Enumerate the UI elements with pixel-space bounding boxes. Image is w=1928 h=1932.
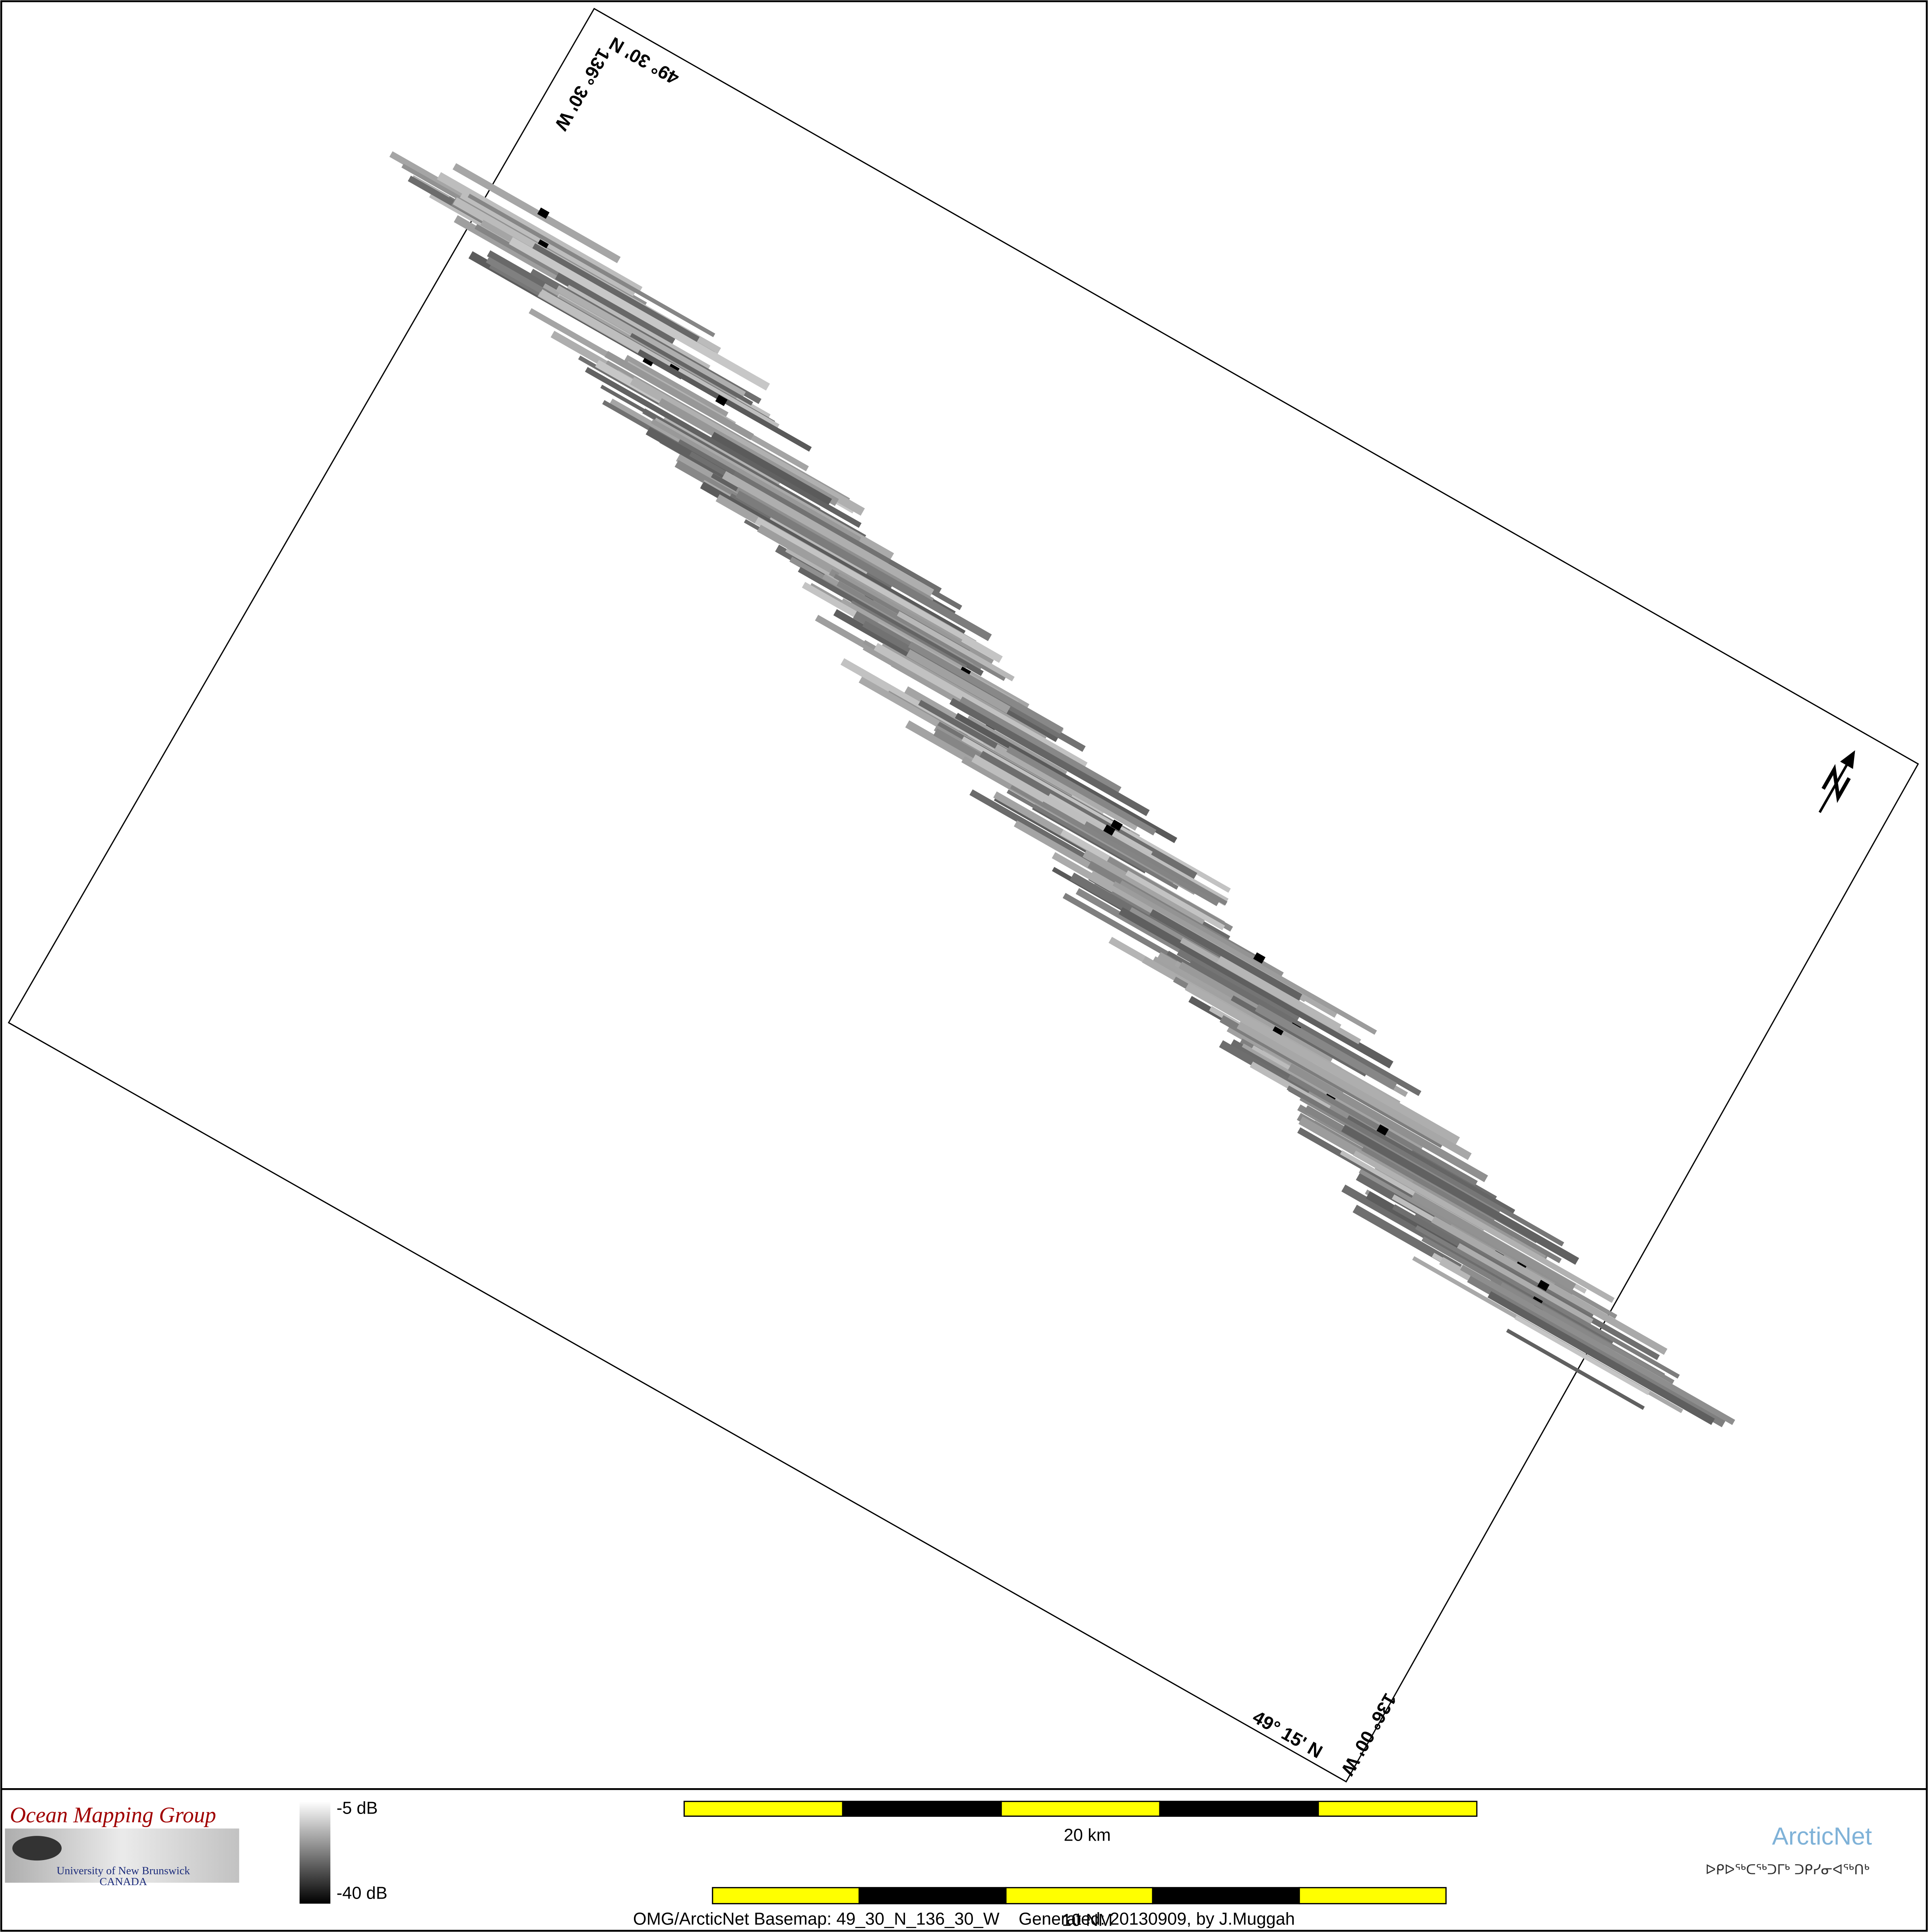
scale-label: 10 NM <box>1062 1911 1113 1930</box>
swath-stripe <box>949 698 1150 816</box>
swath-stripe <box>1236 1021 1472 1160</box>
swath-stripe <box>630 333 753 406</box>
swath-stripe <box>1456 1243 1594 1326</box>
backscatter-swath <box>389 151 1735 1427</box>
swath-stripe <box>605 351 754 440</box>
swath-stripe <box>624 355 729 419</box>
swath-stripe <box>994 744 1139 831</box>
swath-stripe <box>1460 1264 1735 1425</box>
swath-stripe <box>1361 1146 1562 1263</box>
swath-stripe <box>1119 880 1284 978</box>
scale-segment <box>1318 1800 1478 1817</box>
legend-label: -5 dB <box>337 1798 378 1818</box>
swath-stripe <box>1152 956 1333 1064</box>
swath-stripe <box>1084 821 1228 906</box>
scale-segment <box>683 1800 843 1817</box>
swath-stripe <box>1347 1115 1515 1214</box>
swath-stripe <box>1255 1004 1397 1090</box>
logo-university: University of New Brunswick <box>56 1864 190 1877</box>
swath-stripe <box>722 471 934 597</box>
footer-text: OMG/ArcticNet Basemap: 49_30_N_136_30_W … <box>633 1909 1295 1928</box>
swath-stripe <box>754 517 1003 663</box>
swath-stripe <box>959 696 1122 794</box>
swath-stripe <box>1082 850 1206 925</box>
swath-stripe <box>585 367 862 528</box>
scale-segment <box>1152 1887 1300 1905</box>
logo-image <box>12 1836 62 1861</box>
swath-stripe <box>732 471 891 565</box>
swath-stripe <box>1506 1328 1645 1410</box>
swath-dark-patch <box>536 239 549 251</box>
swath-stripe <box>1118 907 1393 1069</box>
swath-stripe <box>1299 1097 1501 1214</box>
swath-stripe <box>556 285 746 398</box>
logo-title: Ocean Mapping Group <box>10 1803 216 1827</box>
swath-dark-patch <box>1376 1124 1389 1136</box>
swath-stripe <box>1358 1169 1618 1319</box>
swath-stripe <box>401 164 647 306</box>
swath-stripe <box>1500 1282 1675 1384</box>
swath-stripe <box>1287 1085 1564 1247</box>
swath-stripe <box>1353 1150 1615 1303</box>
swath-stripe <box>1288 1063 1488 1182</box>
swath-stripe <box>961 736 1231 893</box>
swath-dark-patch <box>1110 819 1123 831</box>
swath-stripe <box>1006 746 1157 836</box>
scale-label: 20 km <box>1064 1826 1111 1845</box>
swath-stripe <box>836 581 1007 681</box>
swath-stripe <box>1431 1216 1668 1355</box>
scale-bar-nm <box>712 1887 1447 1905</box>
swath-stripe <box>452 163 621 263</box>
swath-stripe <box>1112 881 1377 1035</box>
swath-stripe <box>906 649 1011 714</box>
swath-stripe <box>1185 983 1460 1144</box>
swath-dark-patch <box>715 395 728 406</box>
swath-stripe <box>1006 789 1179 890</box>
swath-stripe <box>531 243 700 344</box>
swath-stripe <box>1415 1225 1680 1379</box>
swath-stripe <box>1217 956 1341 1032</box>
swath-stripe <box>509 237 770 391</box>
legend-label: -40 dB <box>337 1884 388 1903</box>
scale-segment <box>1000 1800 1161 1817</box>
scale-segment <box>1159 1800 1319 1817</box>
legend-colorbar <box>299 1801 331 1904</box>
swath-stripe <box>1514 1315 1650 1395</box>
swath-dark-patch <box>537 207 550 219</box>
swath-stripe <box>467 194 715 337</box>
swath-dark-patch <box>1271 1026 1284 1038</box>
swath-stripe <box>1149 909 1302 1001</box>
swath-stripe <box>735 490 992 641</box>
scale-segment <box>1298 1887 1447 1905</box>
swath-stripe <box>555 272 676 346</box>
scale-bar-km <box>683 1800 1478 1817</box>
scale-segment <box>842 1800 1002 1817</box>
swath-stripe <box>1125 870 1225 931</box>
partner-name-inuktitut: ᐅᑭᐅᖅᑕᖅᑐᒥᒃ ᑐᑭᓯᓂᐊᖅᑎᒃ <box>1705 1862 1870 1878</box>
swath-stripe <box>1189 960 1422 1096</box>
north-arrow <box>1818 750 1855 813</box>
swath-stripe <box>1411 1192 1576 1291</box>
swath-dark-patch <box>1253 952 1266 964</box>
swath-stripe <box>1341 1125 1579 1265</box>
logo-country: CANADA <box>99 1876 147 1888</box>
swath-stripe <box>1041 801 1219 906</box>
swath-stripe <box>1487 1291 1715 1425</box>
swath-stripe <box>651 419 861 542</box>
swath-stripe <box>908 641 1064 734</box>
swath-stripe <box>711 432 832 505</box>
scale-segment <box>712 1887 860 1905</box>
map-frame <box>8 8 1919 1783</box>
swath-dark-patch <box>1537 1280 1550 1291</box>
swath-dark-patch <box>1103 824 1116 836</box>
partner-name: ArcticNet <box>1772 1823 1872 1850</box>
swath-stripe <box>897 611 1015 681</box>
swath-stripe <box>967 715 1068 775</box>
scale-segment <box>858 1887 1007 1905</box>
scale-segment <box>1005 1887 1153 1905</box>
